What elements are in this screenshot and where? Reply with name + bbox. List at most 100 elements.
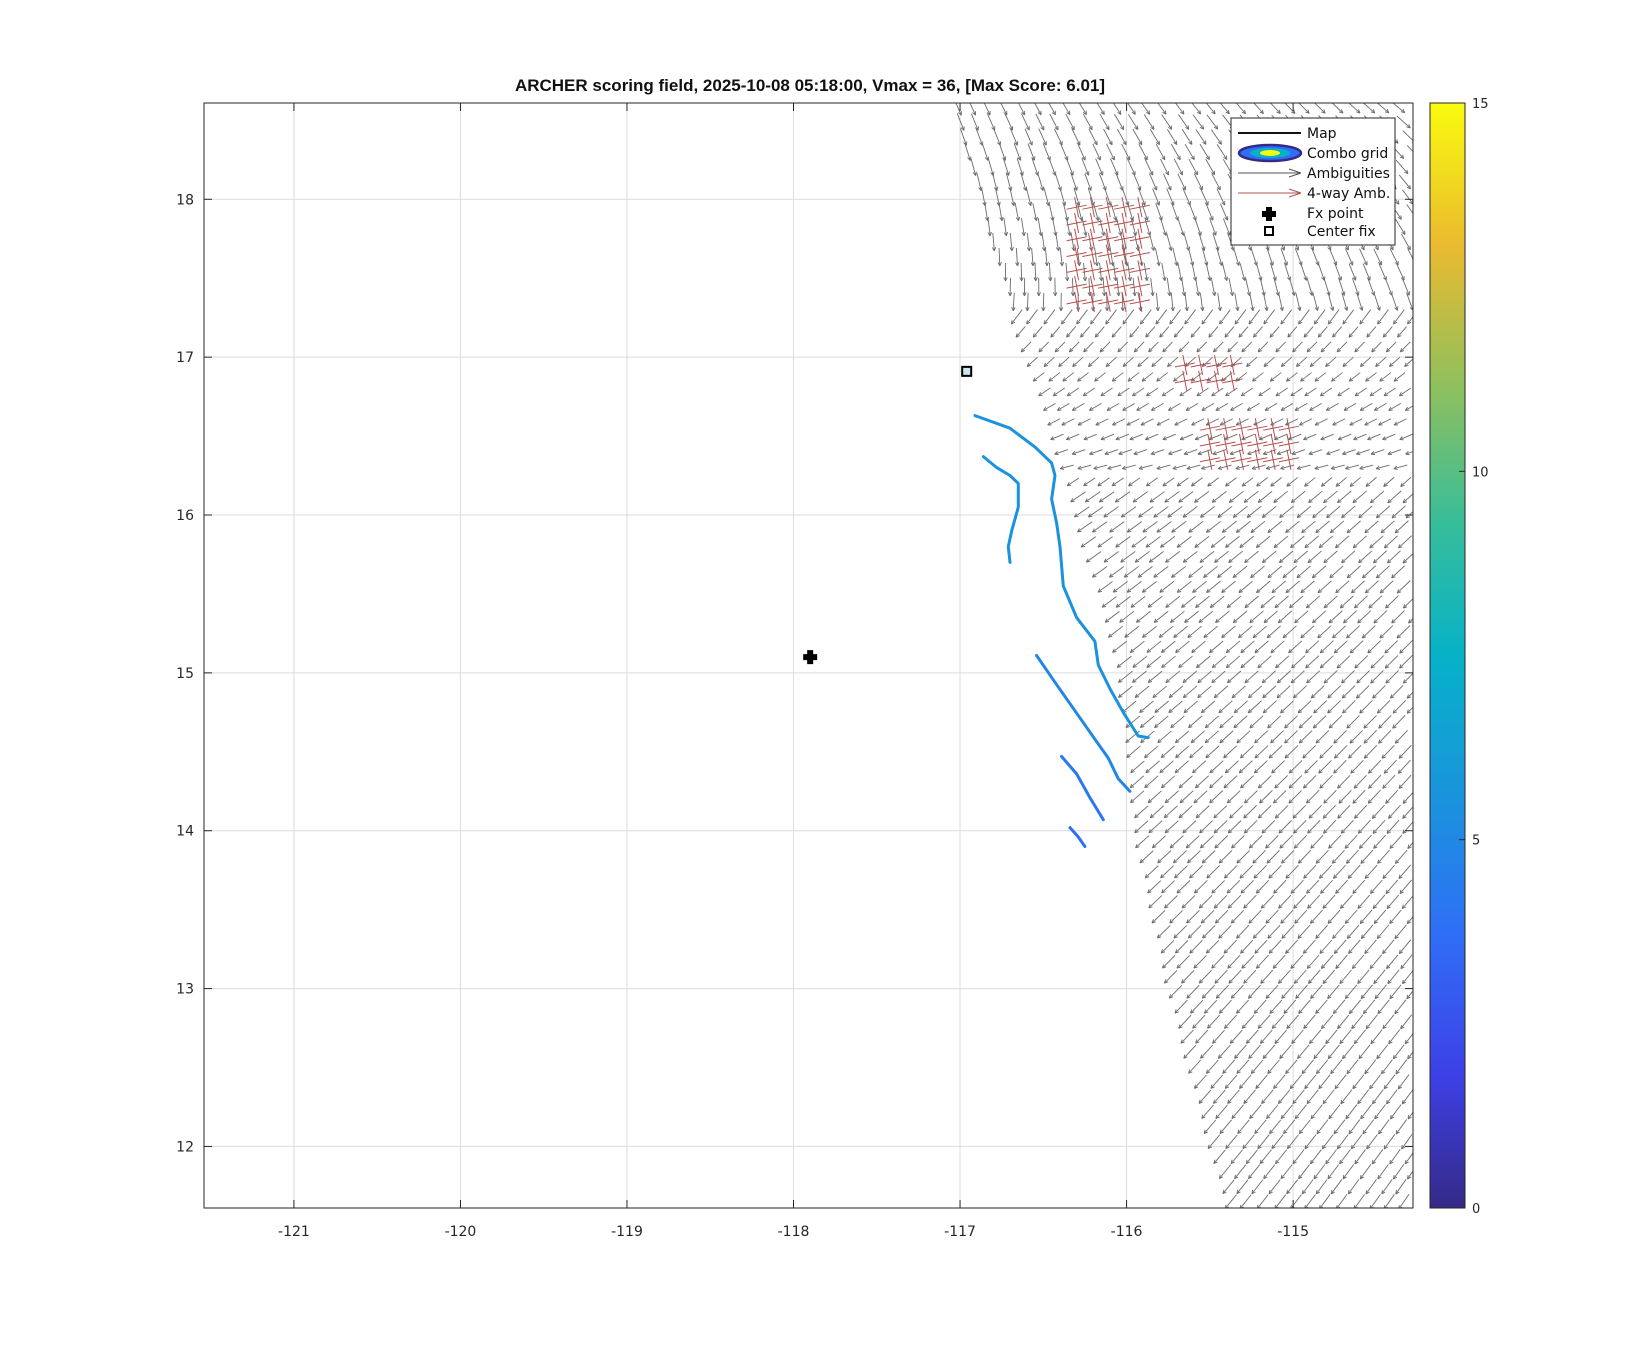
ambiguity-vector [1396,115,1411,129]
ambiguity-vector-head [1400,276,1405,281]
ambiguity-vector-head [1211,964,1216,969]
ambiguity-vector-head [1285,1069,1290,1075]
ambiguity-vector [1373,293,1381,311]
ambiguity-vector-head [1141,377,1147,382]
ambiguity-vector [1189,865,1203,879]
ambiguity-vector [1226,790,1241,804]
ambiguity-vector [1253,326,1263,338]
ambiguity-vector [1263,292,1268,311]
ambiguity-vector-head [1176,543,1182,548]
ambiguity-vector [1304,1134,1317,1150]
ambiguity-vector [1052,217,1057,236]
ambiguity-vector-head [1290,679,1296,684]
ambiguity-vector-head [1387,979,1392,985]
ambiguity-vector-head [1164,904,1169,909]
ambiguity-vector-head [1288,648,1293,654]
ambiguity-vector [1319,939,1333,954]
ambiguity-vector-head [1406,1175,1412,1180]
ambiguity-vector-head [1315,934,1320,939]
y-tick-label: 16 [176,508,194,524]
ambiguity-vector [1156,464,1171,470]
ambiguity-vector [1170,143,1181,160]
ambiguity-vector-head [1106,406,1112,411]
y-tick-label: 14 [176,824,194,840]
ambiguity-vector-head [1369,392,1375,397]
ambiguity-vector-head [1249,618,1254,624]
ambiguity-vector-head [1398,949,1404,955]
ambiguity-vector [1351,580,1365,594]
ambiguity-vector-head [1336,347,1342,353]
ambiguity-vector [1327,984,1340,999]
ambiguity-vector [1127,158,1136,176]
ambiguity-vector-head [1157,859,1162,864]
ambiguity-vector [1275,655,1290,669]
ambiguity-vector-head [1206,874,1211,879]
ambiguity-vector-head [1227,347,1232,353]
ambiguity-vector [1219,730,1234,744]
ambiguity-vector-head [1192,768,1197,774]
ambiguity-vector [1118,449,1133,455]
ambiguity-vector [1306,954,1320,969]
ambiguity-vector-head [1122,362,1128,367]
ambiguity-vector [1037,217,1042,236]
ambiguity-vector [1132,387,1145,397]
ambiguity-vector [1321,1014,1334,1029]
ambiguity-vector-head [1095,421,1100,426]
ambiguity-vector [1376,505,1391,519]
ambiguity-vector-head [1044,261,1049,267]
ambiguity-vector-head [1364,1069,1369,1075]
ambiguity-vector-head [1093,140,1098,146]
ambiguity-vector [1250,565,1265,578]
ambiguity-vector [1353,774,1367,789]
four-way-ambiguity-vector [1206,370,1227,391]
ambiguity-vector [1188,1059,1201,1074]
ambiguity-vector [1111,477,1124,487]
ambiguity-vector-head [1071,451,1077,456]
ambiguity-vector [1156,418,1170,426]
ambiguity-vector [1157,925,1171,939]
ambiguity-vector-head [1193,170,1198,176]
ambiguity-vector-head [1312,618,1317,624]
ambiguity-vector [1323,550,1338,564]
ambiguity-vector-head [1181,291,1187,297]
ambiguity-vector [1041,232,1045,251]
ambiguity-vector [1268,745,1283,759]
ambiguity-vector-head [1395,1190,1400,1195]
ambiguity-vector [992,232,995,251]
ambiguity-vector-head [1400,482,1405,487]
ambiguity-vector-head [1376,306,1381,311]
ambiguity-vector-head [1321,276,1326,281]
four-way-ambiguity-vector [1066,276,1087,297]
ambiguity-vector-head [1285,588,1290,594]
ambiguity-vector-head [1093,465,1098,470]
ambiguity-vector-head [1187,859,1192,864]
ambiguity-vector-head [1306,1099,1311,1105]
ambiguity-vector-head [1111,377,1117,382]
ambiguity-vector [1228,550,1243,563]
ambiguity-vector-head [1199,125,1205,130]
ambiguity-vector-head [1398,544,1403,549]
ambiguity-vector [1190,326,1201,338]
ambiguity-vector [1290,387,1303,397]
ambiguity-vector-head [1335,964,1340,969]
ambiguity-vector [1094,372,1106,382]
ambiguity-vector [1334,1074,1347,1090]
ambiguity-vector-head [1185,406,1191,411]
ambiguity-vector [1071,449,1086,455]
ambiguity-vector-head [1190,155,1195,161]
ambiguity-vector-head [1375,513,1381,519]
ambiguity-vector [1292,1089,1305,1104]
ambiguity-vector-head [1080,543,1086,548]
ambiguity-vector-head [1322,979,1327,984]
ambiguity-vector-head [1318,1084,1323,1090]
ambiguity-vector-head [1406,245,1411,251]
ambiguity-vector [1348,103,1361,114]
four-way-ambiguity-vector [1231,433,1252,455]
ambiguity-vector-head [1020,347,1026,353]
ambiguity-vector [1386,894,1400,909]
ambiguity-vector [1194,1074,1207,1089]
ambiguity-vector-head [1097,588,1103,593]
ambiguity-vector-head [1229,451,1234,456]
ambiguity-vector-head [1022,186,1028,191]
ambiguity-vector-head [1134,828,1139,834]
